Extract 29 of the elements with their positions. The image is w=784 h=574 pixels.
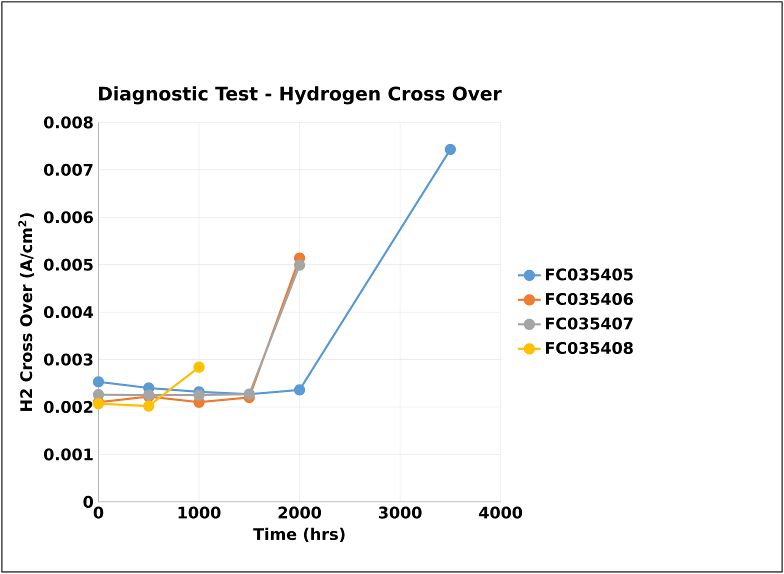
y-tick-label: 0.007 xyxy=(44,164,92,176)
x-axis-title: Time (hrs) xyxy=(253,528,345,542)
point xyxy=(92,376,104,388)
point xyxy=(193,390,205,401)
point xyxy=(294,260,306,271)
legend-label: FC035405 xyxy=(546,268,633,281)
y-tick-label: 0.006 xyxy=(44,211,93,224)
y-tick-label: 0.001 xyxy=(44,448,93,461)
y-axis-title: H2 Cross Over (A/cm$^{2}$) xyxy=(18,213,34,411)
y-tick-label: 0.004 xyxy=(44,306,94,318)
point xyxy=(193,362,205,373)
x-tick-label: 4000 xyxy=(479,506,522,519)
y-tick-label: 0.008 xyxy=(44,116,93,129)
y-tick-label: 0 xyxy=(83,496,94,508)
x-tick-label: 1000 xyxy=(178,506,220,519)
x-tick-label: 3000 xyxy=(378,506,422,519)
x-tick-label: 0 xyxy=(94,506,104,519)
y-tick-label: 0.005 xyxy=(44,258,93,271)
x-tick-label: 2000 xyxy=(278,506,322,519)
y-tick-label: 0.002 xyxy=(44,401,92,414)
point xyxy=(143,400,154,412)
point xyxy=(92,389,104,400)
point xyxy=(444,144,456,156)
y-tick-label: 0.003 xyxy=(44,354,92,366)
legend-label: FC035408 xyxy=(546,342,633,354)
point xyxy=(294,384,306,396)
legend-label: FC035406 xyxy=(546,293,633,306)
chart-title: Diagnostic Test - Hydrogen Cross Over xyxy=(99,86,502,104)
legend-label: FC035407 xyxy=(546,318,633,330)
